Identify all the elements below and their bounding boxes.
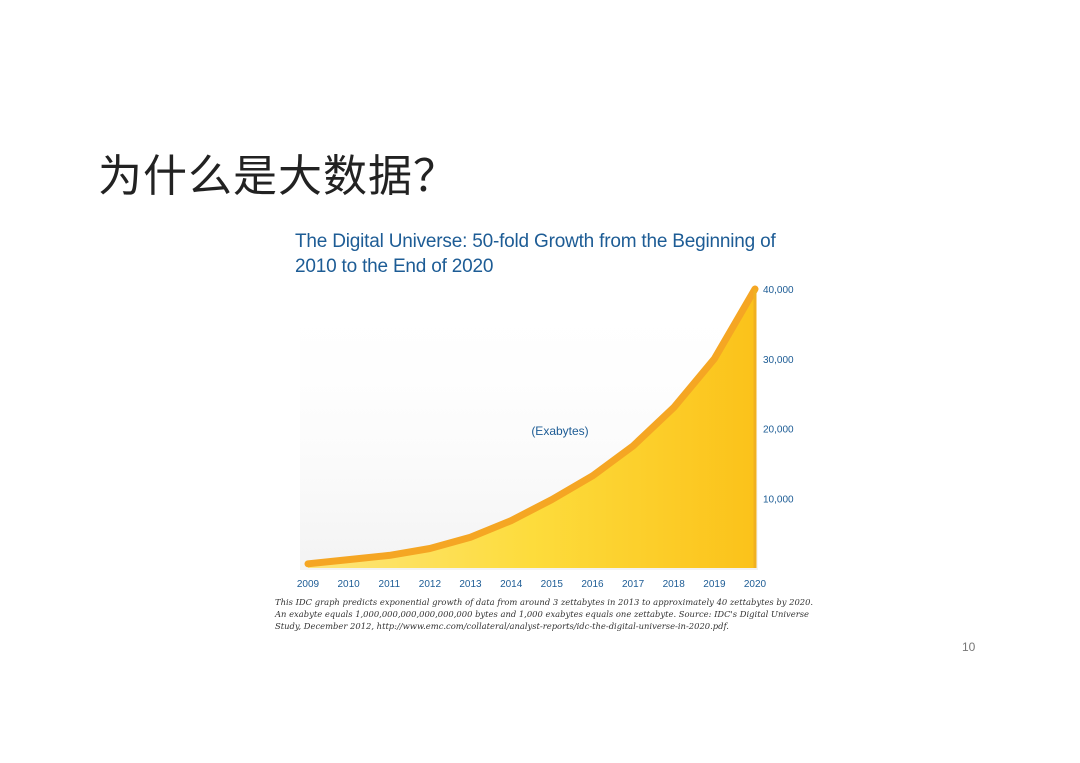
x-tick-labels: 2009 2010 2011 2012 2013 2014 2015 2016 2017 2018… bbox=[297, 579, 767, 590]
series-line bbox=[304, 285, 759, 568]
y-tick-40000: 40,000 bbox=[763, 285, 794, 296]
unit-annotation: (Exabytes) bbox=[531, 424, 588, 438]
x-tick-2016: 2016 bbox=[581, 579, 604, 590]
x-tick-2009: 2009 bbox=[297, 579, 320, 590]
x-tick-2012: 2012 bbox=[419, 579, 442, 590]
page-number: 10 bbox=[962, 640, 976, 654]
x-tick-2019: 2019 bbox=[703, 579, 726, 590]
x-tick-2015: 2015 bbox=[541, 579, 564, 590]
x-tick-2017: 2017 bbox=[622, 579, 645, 590]
x-tick-2018: 2018 bbox=[663, 579, 686, 590]
x-tick-2010: 2010 bbox=[337, 579, 360, 590]
area-layer bbox=[304, 285, 759, 568]
x-tick-2020: 2020 bbox=[744, 579, 767, 590]
x-tick-2013: 2013 bbox=[459, 579, 482, 590]
y-tick-10000: 10,000 bbox=[763, 494, 794, 505]
y-tick-20000: 20,000 bbox=[763, 425, 794, 436]
figure-caption: This IDC graph predicts exponential grow… bbox=[275, 597, 814, 632]
x-tick-2014: 2014 bbox=[500, 579, 523, 590]
slide-title: 为什么是大数据？ bbox=[98, 151, 458, 202]
y-tick-labels: 10,000 20,000 30,000 40,000 bbox=[763, 285, 794, 505]
area-fill bbox=[308, 289, 755, 568]
chart-title: The Digital Universe: 50-fold Growth fro… bbox=[295, 231, 776, 277]
x-tick-2011: 2011 bbox=[379, 579, 401, 590]
y-tick-30000: 30,000 bbox=[763, 355, 794, 366]
